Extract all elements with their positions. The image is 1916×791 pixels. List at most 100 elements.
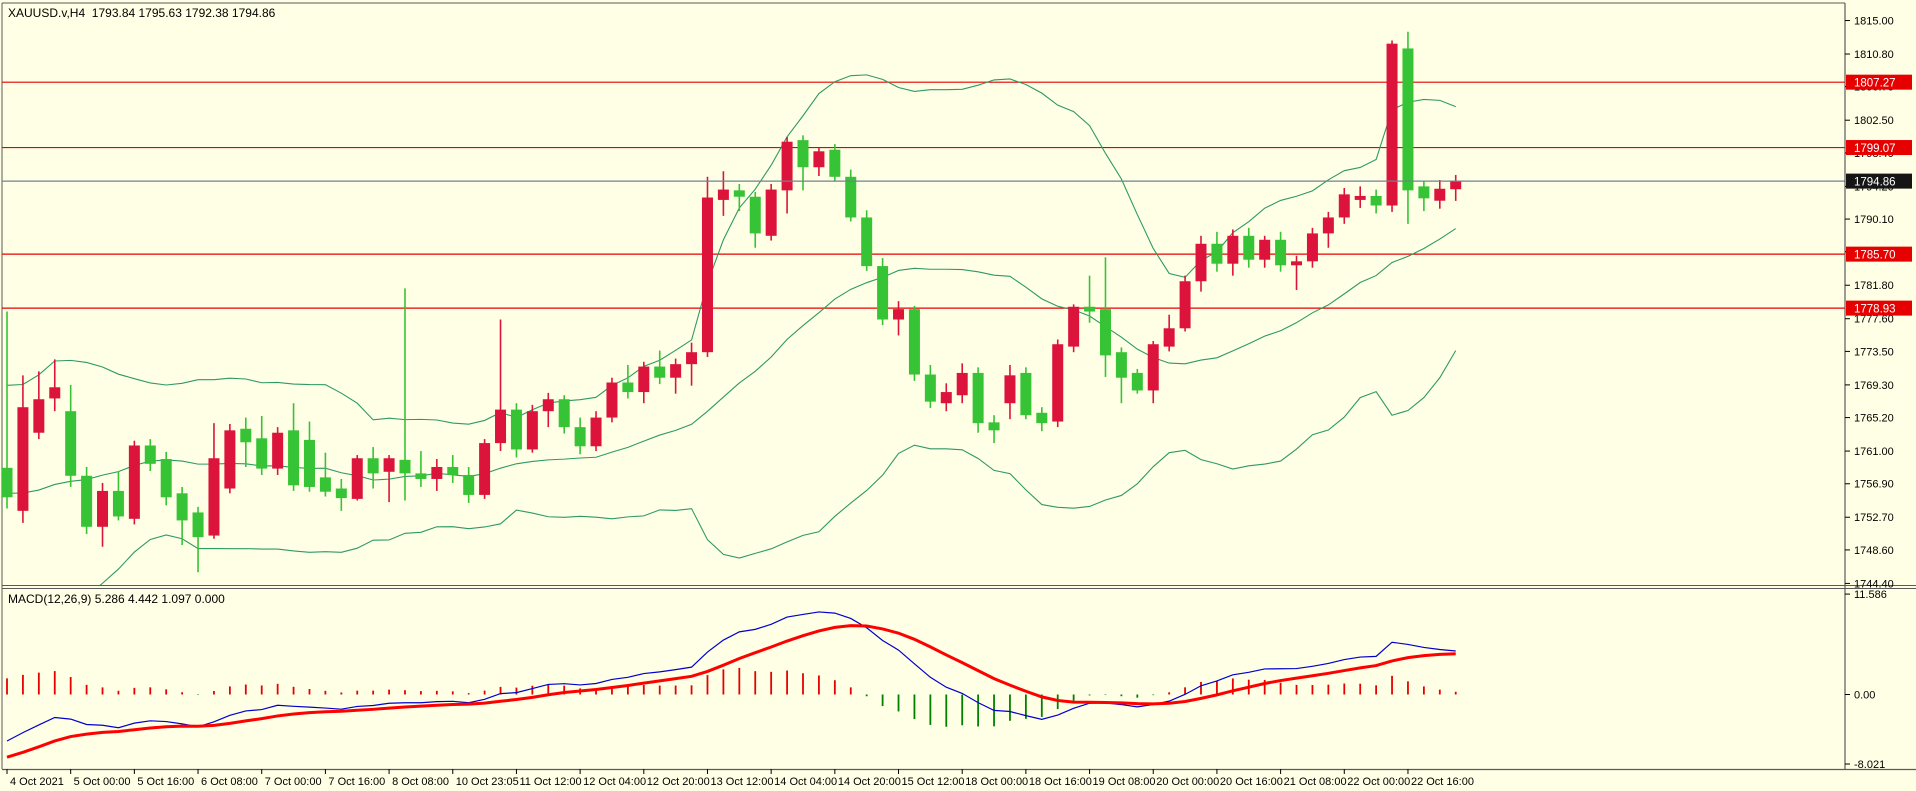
candle-body-bull [1227,235,1239,264]
candle-body-bear [1131,372,1143,391]
candle-body-bear [335,488,347,499]
candle-body-bull [1386,43,1398,206]
candle-body-bear [1211,243,1223,264]
candle-body-bear [144,445,156,464]
candle-body-bull [670,364,682,378]
candle-body-bear [176,493,188,521]
price-tick-label: 1773.50 [1854,346,1894,358]
candle-body-bear [1115,352,1127,378]
candle-body-bear [160,459,172,498]
candle-body-bear [622,382,634,393]
time-tick-label: 20 Oct 16:00 [1220,776,1283,788]
macd-indicator-label: MACD(12,26,9) 5.286 4.442 1.097 0.000 [8,592,225,606]
time-tick-label: 5 Oct 16:00 [137,776,194,788]
candle-body-bull [431,467,443,479]
time-tick-label: 20 Oct 00:00 [1156,776,1219,788]
candle-body-bull [1147,344,1159,391]
candle-body-bear [256,438,268,469]
candle-body-bear [510,409,522,450]
candle-body-bull [542,399,554,412]
candle-body-bear [1020,372,1032,416]
candle-body-bear [1084,306,1096,312]
macd-tick-label: 0.00 [1854,690,1875,702]
bollinger-lower-band [99,350,1457,585]
candle-body-bull [781,141,793,191]
candle-body-bear [65,411,77,476]
time-tick-label: 7 Oct 00:00 [265,776,322,788]
candle-body-bull [351,458,363,499]
macd-histogram [6,667,1457,727]
candle-body-bear [1243,235,1255,260]
time-tick-label: 4 Oct 2021 [10,776,64,788]
price-tick-label: 1810.80 [1854,49,1894,61]
candle-body-bull [1163,328,1175,347]
candle-body-bear [1036,412,1048,424]
candle-body-bear [399,459,411,474]
time-tick-label: 21 Oct 08:00 [1284,776,1347,788]
candle-body-bear [192,512,204,538]
candle-body-bull [1052,344,1064,422]
price-tick-label: 1802.50 [1854,115,1894,127]
candle-body-bull [272,432,284,469]
candle-body-bear [319,477,331,492]
candle-body-bear [2,467,13,498]
candle-body-bull [33,399,45,433]
candle-body-bear [1370,195,1382,206]
time-tick-label: 7 Oct 16:00 [328,776,385,788]
candle-body-bull [1195,243,1207,282]
candle-body-bull [383,458,395,472]
candle-body-bear [463,474,475,495]
chart-title: XAUUSD.v,H4 1793.84 1795.63 1792.38 1794… [8,6,276,20]
time-tick-label: 8 Oct 08:00 [392,776,449,788]
level-badge-text: 1799.07 [1854,143,1896,155]
candle-body-bear [303,439,315,487]
candle-body-bull [526,411,538,450]
macd-signal-line [6,624,1456,759]
time-tick-label: 22 Oct 00:00 [1347,776,1410,788]
price-axis[interactable]: 1815.001810.801806.701802.501798.401794.… [1844,3,1912,771]
candle-body-bear [924,374,936,402]
candle-body-bear [447,467,459,475]
price-tick-label: 1744.40 [1854,578,1894,590]
level-badge-text: 1807.27 [1854,78,1896,90]
candle-body-bear [908,309,920,375]
time-tick-label: 10 Oct 23:05 [456,776,519,788]
candle-body-bull [479,443,491,495]
level-price-badge [1846,140,1912,156]
candle-body-bull [97,490,109,527]
candle-body-bull [813,151,825,168]
macd-tick-label: -8.021 [1854,759,1885,771]
current-price-badge [1846,173,1912,189]
candle-body-bull [606,382,618,418]
time-axis[interactable]: 4 Oct 2021 5 Oct 00:00 5 Oct 16:00 6 Oct 08… [2,768,1916,788]
candle-body-bull [49,387,61,399]
candle-body-bull [765,189,777,236]
time-tick-label: 18 Oct 16:00 [1029,776,1092,788]
candle-body-bull [1179,281,1191,329]
candle-body-bull [638,366,650,393]
price-tick-label: 1815.00 [1854,16,1894,28]
candle-body-bull [1354,195,1366,200]
candle-body-bear [367,458,379,474]
candle-body-bear [240,428,252,443]
candle-body-bull [1068,306,1080,347]
candle-body-bull [590,417,602,447]
candle-body-bear [1099,309,1111,356]
bollinger-middle-band [6,228,1457,494]
candle-body-bull [224,430,236,489]
candles-layer [2,31,1462,573]
price-tick-label: 1756.90 [1854,479,1894,491]
candle-body-bear [829,149,841,177]
candle-body-bull [495,409,507,444]
candle-body-bear [112,490,124,517]
time-tick-label: 12 Oct 04:00 [583,776,646,788]
candle-body-bear [877,266,889,320]
candle-body-bull [1450,181,1462,190]
macd-tick-label: 11.586 [1854,589,1887,601]
candle-body-bull [1434,188,1446,201]
time-tick-label: 18 Oct 00:00 [965,776,1028,788]
candle-body-bull [701,197,713,353]
candle-body-bear [861,217,873,267]
